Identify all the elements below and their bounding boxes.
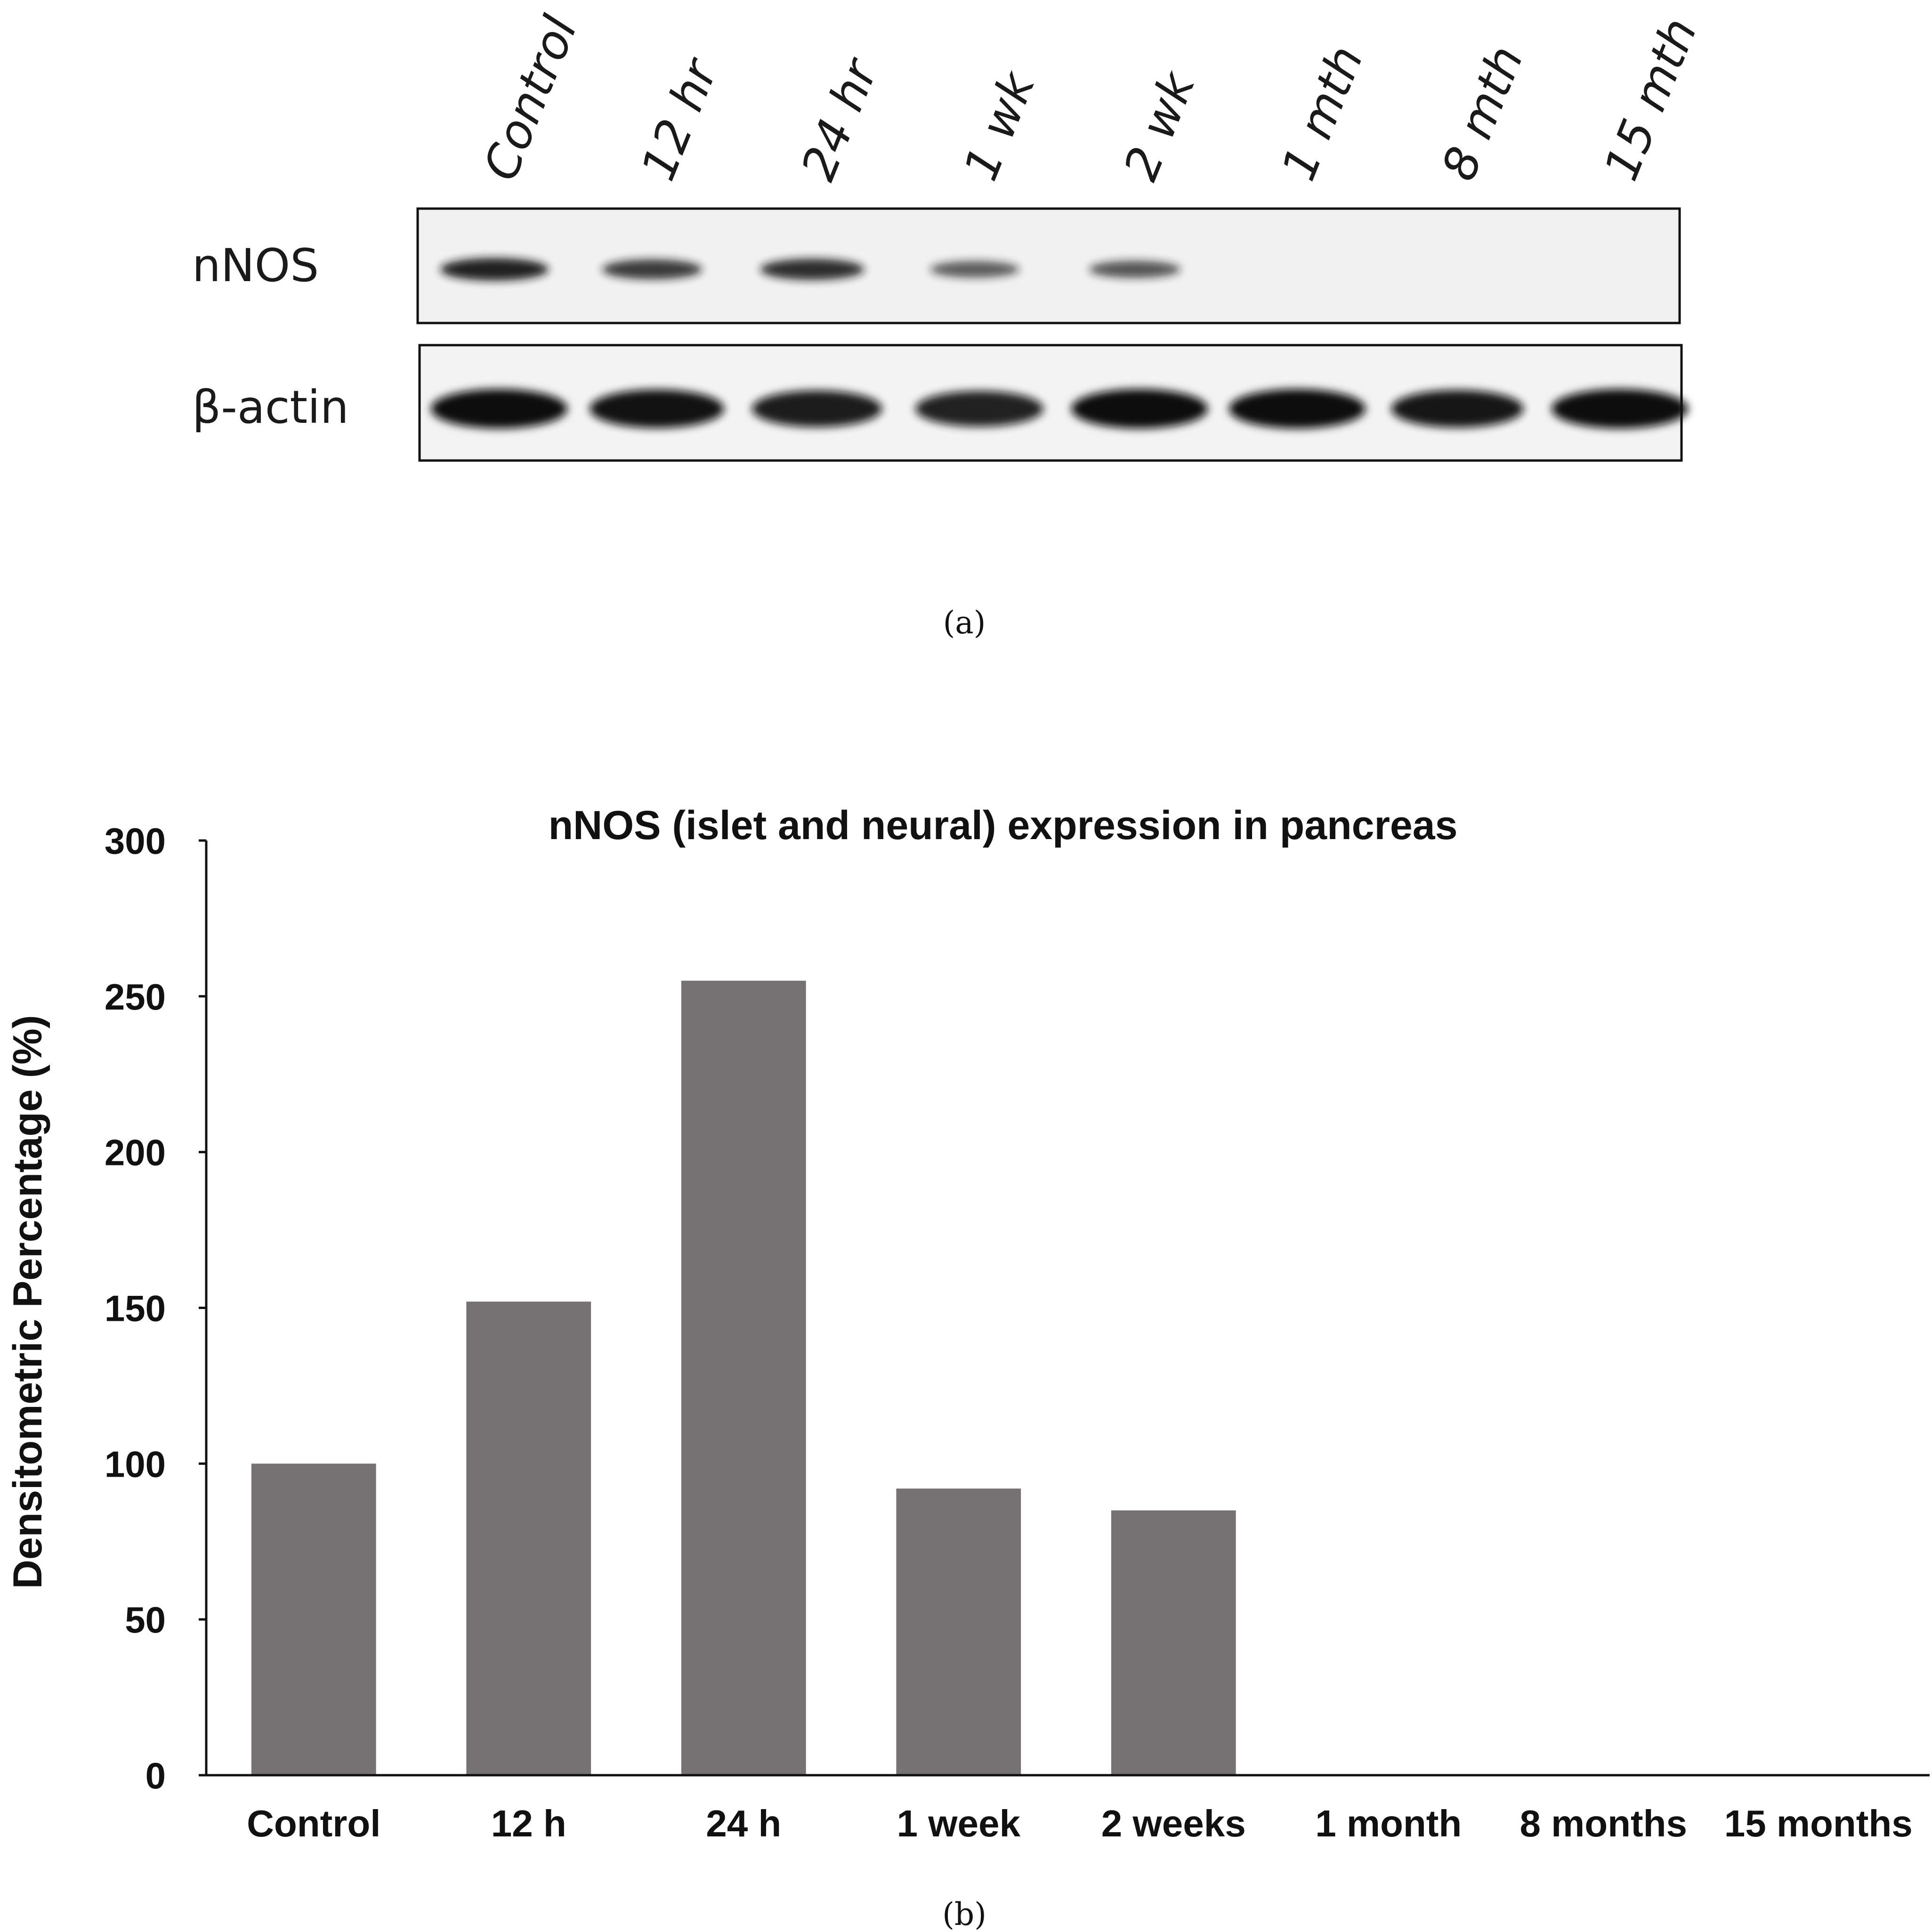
bar (1111, 1510, 1236, 1775)
x-axis-labels: Control 12 h 24 h 1 week 2 weeks 1 month 8 mon… (247, 1803, 1913, 1844)
panel-b-caption: (b) (942, 1896, 986, 1932)
bar (251, 1463, 376, 1775)
x-category-label: Control (247, 1803, 380, 1844)
chart-title: nNOS (islet and neural) expression in pa… (549, 803, 1458, 848)
bar (466, 1301, 591, 1775)
nnos-band (930, 261, 1019, 278)
y-tick-label: 150 (105, 1288, 166, 1329)
nnos-bands (440, 258, 1180, 281)
x-category-label: 1 month (1315, 1803, 1462, 1844)
y-tick-label: 300 (105, 820, 166, 862)
y-tick-label: 200 (105, 1132, 166, 1173)
x-category-label: 2 weeks (1101, 1803, 1246, 1844)
lane-label: 1 wk (953, 63, 1046, 188)
x-category-label: 12 h (491, 1803, 566, 1844)
x-category-label: 24 h (706, 1803, 781, 1844)
nnos-band (602, 259, 702, 280)
beta-actin-band (1071, 389, 1208, 428)
lane-labels: Control 12 hr 24 hr 1 wk 2 wk 1 mth 8 mth 15 mt… (473, 8, 1708, 188)
x-category-label: 15 months (1724, 1803, 1913, 1844)
y-tick-label: 100 (105, 1443, 166, 1485)
nnos-band (760, 259, 865, 280)
lane-label: 15 mth (1593, 10, 1708, 188)
beta-actin-band (590, 389, 724, 428)
y-tick-label: 0 (146, 1755, 166, 1796)
y-tick-label: 250 (105, 976, 166, 1018)
beta-actin-band (1391, 390, 1524, 428)
y-axis-title: Densitometric Percentage (%) (5, 1015, 50, 1589)
lane-label: 2 wk (1113, 63, 1206, 188)
x-category-label: 1 week (897, 1803, 1021, 1844)
beta-actin-band (752, 390, 882, 427)
beta-actin-band (431, 389, 567, 428)
row-label-nnos: nNOS (192, 239, 319, 292)
lane-label: 1 mth (1271, 38, 1374, 188)
beta-actin-band (1229, 389, 1366, 428)
bar-chart-panel: nNOS (islet and neural) expression in pa… (5, 803, 1930, 1932)
beta-actin-band (915, 391, 1043, 427)
lane-label: 8 mth (1431, 38, 1534, 188)
beta-actin-bands (431, 389, 1688, 428)
beta-actin-band (1552, 389, 1688, 428)
nnos-band (440, 258, 549, 281)
y-tick-label: 50 (125, 1599, 166, 1641)
nnos-band (1089, 260, 1180, 278)
western-blot-panel: Control 12 hr 24 hr 1 wk 2 wk 1 mth 8 mth 15 mt… (192, 8, 1708, 641)
lane-label: Control (473, 8, 588, 188)
panel-a-caption: (a) (943, 605, 986, 641)
lane-label: 12 hr (631, 49, 729, 188)
bar (896, 1488, 1021, 1775)
bars (251, 980, 1236, 1775)
bar (681, 980, 806, 1775)
x-category-label: 8 months (1520, 1803, 1687, 1844)
lane-label: 24 hr (791, 49, 889, 188)
y-axis-ticks: 0 50 100 150 200 250 300 (105, 820, 206, 1796)
row-label-beta-actin: β-actin (192, 381, 349, 434)
